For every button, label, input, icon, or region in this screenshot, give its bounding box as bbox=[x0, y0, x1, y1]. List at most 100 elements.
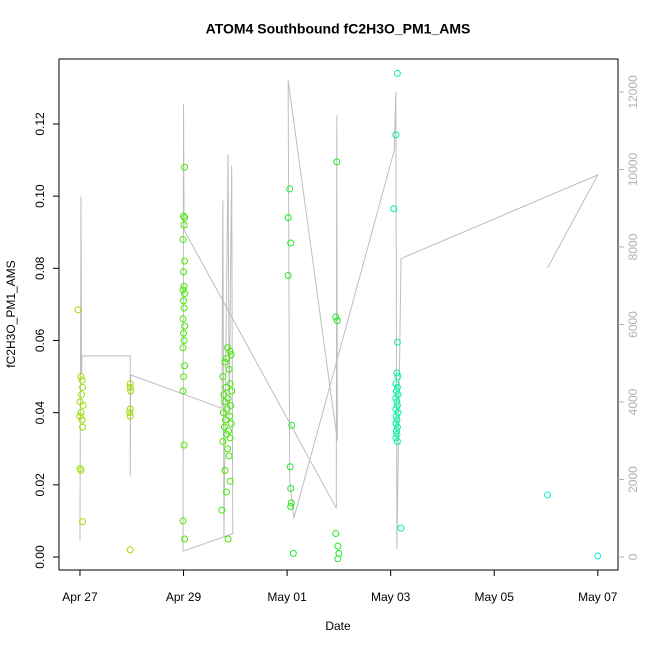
point bbox=[394, 373, 402, 381]
point bbox=[287, 499, 295, 507]
point bbox=[393, 398, 401, 406]
y-tick-label: 0.12 bbox=[33, 112, 47, 136]
point bbox=[287, 502, 295, 510]
point bbox=[223, 430, 231, 438]
point bbox=[287, 239, 295, 247]
point bbox=[126, 405, 134, 413]
x-tick-label: Apr 29 bbox=[166, 590, 202, 604]
point bbox=[332, 313, 340, 321]
point bbox=[223, 488, 231, 496]
point bbox=[594, 552, 602, 560]
point bbox=[227, 351, 235, 359]
point bbox=[220, 423, 228, 431]
point bbox=[390, 205, 398, 213]
point bbox=[180, 336, 188, 344]
point bbox=[392, 405, 400, 413]
y2-tick-label: 8000 bbox=[626, 233, 640, 260]
point bbox=[289, 549, 297, 557]
point bbox=[180, 304, 188, 312]
point bbox=[76, 412, 84, 420]
point bbox=[394, 409, 402, 417]
point bbox=[227, 401, 235, 409]
point bbox=[78, 376, 86, 384]
y-tick-label: 0.00 bbox=[33, 545, 47, 569]
y-axis-label: fC2H3O_PM1_AMS bbox=[4, 260, 18, 367]
point bbox=[179, 235, 187, 243]
x-tick-label: Apr 27 bbox=[62, 590, 98, 604]
point bbox=[392, 380, 400, 388]
point bbox=[225, 427, 233, 435]
point bbox=[79, 401, 87, 409]
point bbox=[221, 398, 229, 406]
point bbox=[180, 373, 188, 381]
point bbox=[393, 69, 401, 77]
point bbox=[224, 535, 232, 543]
point bbox=[221, 466, 229, 474]
x-tick-label: May 05 bbox=[475, 590, 515, 604]
point bbox=[392, 394, 400, 402]
point bbox=[544, 491, 552, 499]
y2-tick-label: 12000 bbox=[626, 75, 640, 109]
point bbox=[179, 344, 187, 352]
y-tick-label: 0.04 bbox=[33, 401, 47, 425]
point bbox=[393, 423, 401, 431]
point bbox=[393, 430, 401, 438]
point bbox=[288, 421, 296, 429]
line bbox=[79, 80, 599, 552]
y2-tick-label: 0 bbox=[626, 553, 640, 560]
x-tick-label: May 07 bbox=[578, 590, 618, 604]
point bbox=[226, 477, 234, 485]
x-tick-label: May 03 bbox=[371, 590, 411, 604]
point bbox=[77, 409, 85, 417]
point bbox=[228, 387, 236, 395]
point bbox=[226, 380, 234, 388]
point bbox=[179, 315, 187, 323]
point bbox=[392, 131, 400, 139]
point bbox=[393, 383, 401, 391]
point bbox=[286, 463, 294, 471]
point bbox=[221, 358, 229, 366]
point bbox=[284, 214, 292, 222]
y-tick-label: 0.06 bbox=[33, 328, 47, 352]
y2-tick-label: 4000 bbox=[626, 388, 640, 415]
point bbox=[392, 419, 400, 427]
point bbox=[180, 282, 188, 290]
point bbox=[334, 555, 342, 563]
point bbox=[333, 317, 341, 325]
point bbox=[181, 257, 189, 265]
point bbox=[284, 272, 292, 280]
point bbox=[218, 506, 226, 514]
point bbox=[126, 380, 134, 388]
y2-tick-label: 6000 bbox=[626, 311, 640, 338]
point bbox=[393, 401, 401, 409]
point bbox=[393, 416, 401, 424]
point bbox=[221, 416, 229, 424]
point bbox=[220, 391, 228, 399]
point bbox=[219, 373, 227, 381]
point bbox=[332, 530, 340, 538]
point bbox=[226, 412, 234, 420]
plot-frame bbox=[58, 58, 619, 571]
point bbox=[397, 524, 405, 532]
point bbox=[78, 416, 86, 424]
point bbox=[287, 484, 295, 492]
point bbox=[286, 185, 294, 193]
point bbox=[127, 387, 135, 395]
point bbox=[224, 445, 232, 453]
point bbox=[181, 535, 189, 543]
point bbox=[180, 268, 188, 276]
point bbox=[393, 338, 401, 346]
point bbox=[79, 518, 87, 526]
point bbox=[392, 387, 400, 395]
point bbox=[79, 383, 87, 391]
point bbox=[181, 362, 189, 370]
point bbox=[334, 542, 342, 550]
point bbox=[180, 221, 188, 229]
point bbox=[179, 517, 187, 525]
point bbox=[179, 387, 187, 395]
point bbox=[222, 383, 230, 391]
point bbox=[219, 409, 227, 417]
point bbox=[333, 158, 341, 166]
point bbox=[223, 405, 231, 413]
